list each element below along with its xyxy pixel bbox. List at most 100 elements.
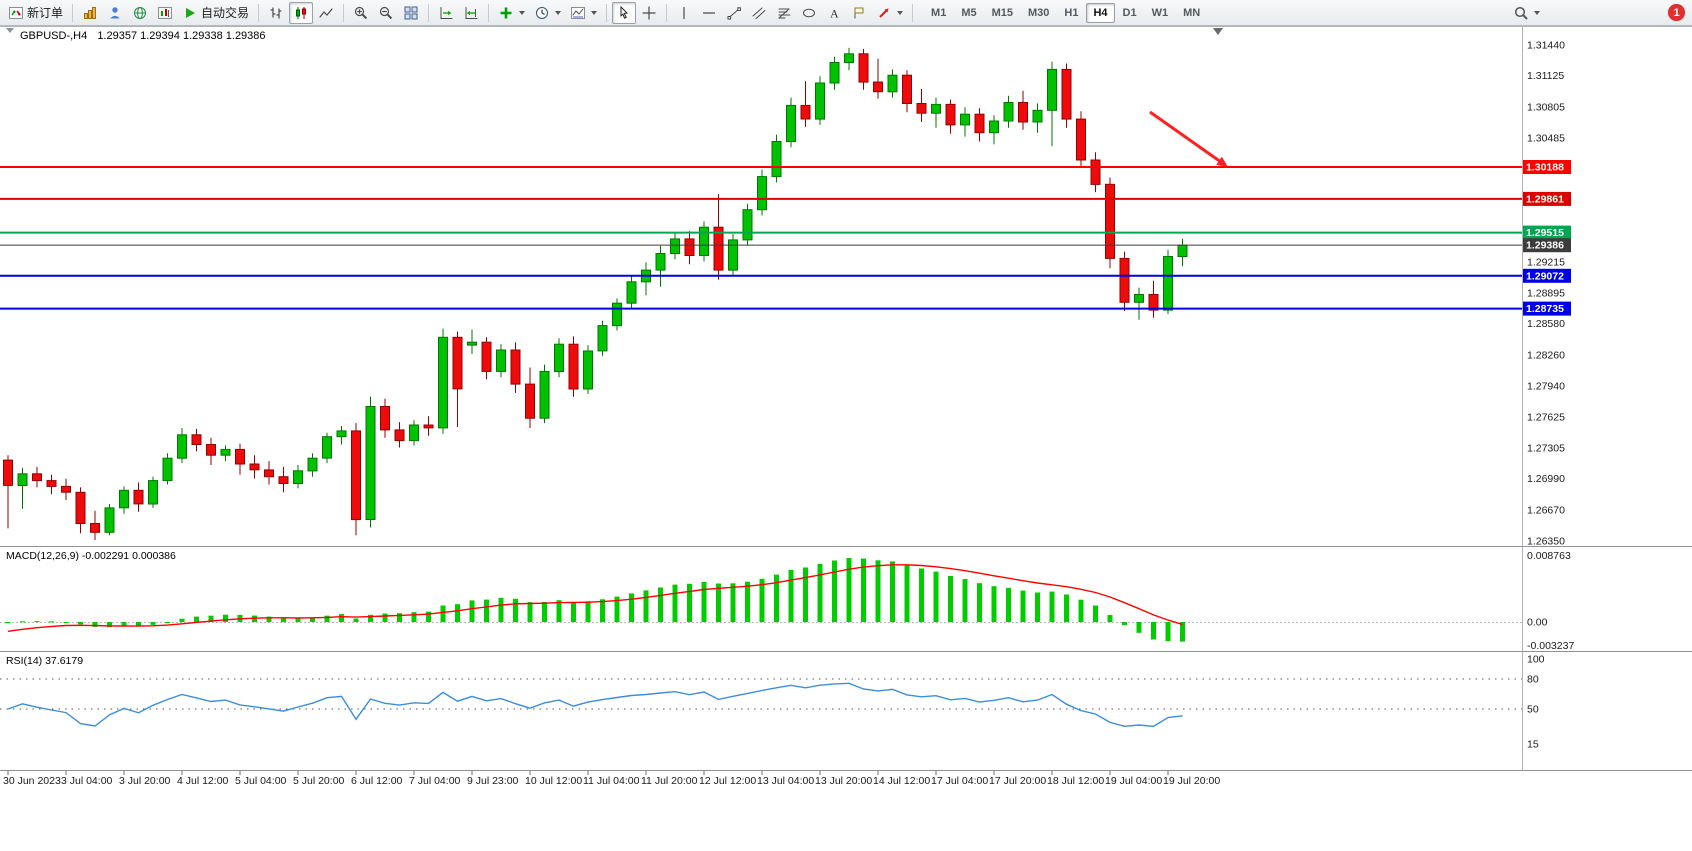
svg-text:15: 15 [1527,739,1539,751]
timeframe-button-m15[interactable]: M15 [991,6,1013,19]
svg-text:100: 100 [1527,654,1545,666]
timeframe-button-m5[interactable]: M5 [961,6,977,19]
svg-text:1.31125: 1.31125 [1527,70,1564,82]
svg-text:9 Jul 23:00: 9 Jul 23:00 [467,775,519,787]
price-badge-1.30188 [1523,160,1571,174]
text-tool-button[interactable]: A [822,2,846,24]
chart-shift-button[interactable] [459,2,483,24]
price-axis: 1.31440 1.31125 1.30805 1.30485 1.29215 1.288… [1527,40,1565,548]
svg-text:80: 80 [1527,674,1539,686]
templates-icon [571,6,586,19]
shapes-tool-button[interactable] [797,2,821,24]
macd-indicator-label: MACD(12,26,9) -0.002291 0.000386 [6,550,176,562]
ellipse-icon [803,8,816,17]
svg-text:0.00: 0.00 [1527,617,1548,629]
timeframe-button-mn[interactable]: MN [1183,6,1201,19]
timeframe-button-h1[interactable]: H1 [1064,6,1079,19]
svg-text:1.26670: 1.26670 [1527,504,1565,516]
label-tool-button[interactable] [847,2,871,24]
vertical-line-icon [683,6,685,19]
trendline-tool-button[interactable] [722,2,746,24]
price-badge-1.29072 [1523,268,1571,283]
svg-text:1.29515: 1.29515 [1526,227,1564,239]
indicators-button[interactable] [494,2,529,24]
new-order-button[interactable]: 新订单 [4,2,67,24]
chart-shift-icon [465,6,478,19]
svg-text:18 Jul 12:00: 18 Jul 12:00 [1047,775,1104,787]
svg-text:1.31440: 1.31440 [1527,40,1565,52]
svg-text:13 Jul 04:00: 13 Jul 04:00 [757,775,814,787]
price-badge-1.29515 [1523,225,1571,240]
cursor-tool-button[interactable] [612,1,637,24]
market-watch-button[interactable] [128,2,152,24]
svg-text:1.30188: 1.30188 [1526,162,1564,174]
svg-text:3 Jul 20:00: 3 Jul 20:00 [119,775,171,787]
crosshair-icon [642,5,656,20]
svg-text:30 Jun 2023: 30 Jun 2023 [3,775,61,787]
autotrading-icon [186,7,196,18]
svg-text:5 Jul 20:00: 5 Jul 20:00 [293,775,345,787]
periods-button[interactable] [530,2,565,24]
timeframe-button-d1[interactable]: D1 [1122,6,1137,19]
crosshair-tool-button[interactable] [637,2,661,24]
notification-badge[interactable]: 1 [1668,4,1685,21]
templates-caret-icon [591,10,598,15]
text-icon: A [830,6,839,20]
arrows-tool-button[interactable] [872,2,907,24]
svg-text:50: 50 [1527,704,1539,716]
terminal-button[interactable] [153,2,177,24]
channel-tool-button[interactable] [747,2,771,24]
horizontal-line-tool-button[interactable] [697,2,721,24]
price-badge-1.29861 [1523,191,1571,206]
bar-chart-mode-button[interactable] [264,2,288,24]
svg-text:1.27625: 1.27625 [1527,411,1565,423]
indicators-caret-icon [519,10,526,15]
candlestick-mode-button[interactable] [289,1,314,24]
timeframe-button-m1[interactable]: M1 [931,6,947,19]
tile-windows-button[interactable] [399,2,423,24]
toolbar-separator [606,3,608,22]
toolbar: 新订单 自动交易 [0,0,1692,26]
timeframe-button-h4[interactable]: H4 [1086,2,1115,23]
periods-caret-icon [555,10,562,15]
autotrading-button[interactable]: 自动交易 [178,2,253,24]
trendline-icon [727,6,741,20]
autotrading-label: 自动交易 [201,6,250,20]
svg-text:-0.003237: -0.003237 [1527,640,1574,652]
line-chart-icon [319,7,333,18]
channel-icon [752,7,766,19]
toolbar-separator [72,3,74,22]
svg-text:1.29861: 1.29861 [1526,193,1564,205]
price-badge-1.28735 [1523,301,1571,316]
fibonacci-icon [778,8,791,18]
bar-charts-icon [84,6,97,19]
svg-text:5 Jul 04:00: 5 Jul 04:00 [235,775,287,787]
new-order-icon [9,6,23,19]
auto-scroll-button[interactable] [434,2,458,24]
oneclick-collapse-icon[interactable] [6,28,14,45]
templates-button[interactable] [566,2,601,24]
zoom-in-icon [354,6,368,19]
search-icon [1514,6,1528,20]
charts-button[interactable] [78,2,102,24]
fibonacci-tool-button[interactable] [772,2,796,24]
line-chart-mode-button[interactable] [314,2,338,24]
svg-text:6 Jul 12:00: 6 Jul 12:00 [351,775,403,787]
svg-text:11 Jul 20:00: 11 Jul 20:00 [641,775,698,787]
vertical-line-tool-button[interactable] [672,2,696,24]
zoom-in-button[interactable] [349,2,373,24]
svg-text:17 Jul 20:00: 17 Jul 20:00 [989,775,1046,787]
profiles-button[interactable] [103,2,127,24]
symbol-search-button[interactable] [1509,2,1544,24]
svg-text:0.008763: 0.008763 [1527,550,1571,562]
rsi-indicator-label: RSI(14) 37.6179 [6,655,84,667]
zoom-out-button[interactable] [374,2,398,24]
timeframe-button-w1[interactable]: W1 [1151,6,1169,19]
svg-text:1.29215: 1.29215 [1527,256,1565,268]
ohlc-values: 1.29357 1.29394 1.29338 1.29386 [97,30,266,42]
timeframe-button-m30[interactable]: M30 [1028,6,1050,19]
svg-text:13 Jul 20:00: 13 Jul 20:00 [815,775,872,787]
toolbar-separator [258,3,260,22]
horizontal-line-icon [702,11,716,14]
